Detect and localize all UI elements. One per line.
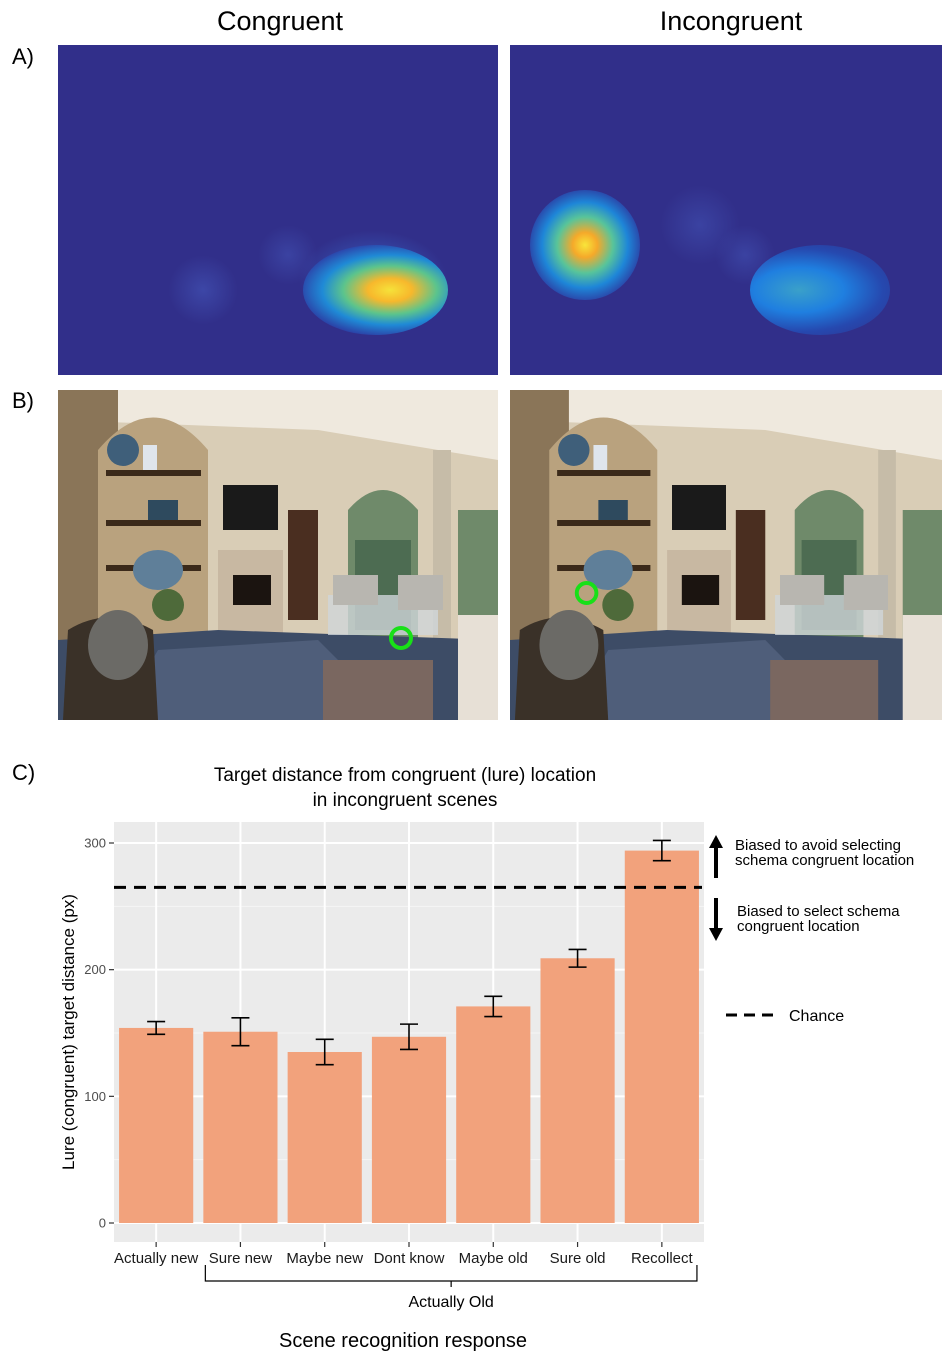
y-tick-label: 300 [84, 836, 106, 851]
error-bar [568, 948, 587, 968]
x-tick-label: Actually new [114, 1250, 198, 1267]
x-tick-label: Sure new [209, 1250, 273, 1267]
bar [540, 958, 615, 1223]
chart-title-line-2: in incongruent scenes [312, 790, 498, 811]
room-illustration [510, 390, 942, 720]
legend-chance-label: Chance [789, 1008, 844, 1025]
target-location-marker [574, 581, 599, 605]
arrow-up-icon [709, 835, 723, 878]
x-axis-label: Scene recognition response [279, 1330, 527, 1352]
heatmap-congruent [58, 45, 498, 375]
bar [456, 1006, 531, 1223]
arrow-down-icon [709, 898, 723, 941]
error-bar [400, 1023, 418, 1051]
y-tick-label: 100 [84, 1089, 106, 1104]
legend: Chance [726, 1008, 844, 1025]
x-tick-label: Maybe new [286, 1250, 363, 1267]
panel-label-b: B) [12, 388, 34, 413]
group-label: Actually Old [408, 1294, 493, 1311]
error-bar [652, 839, 671, 862]
annotation-up-line-1: Biased to avoid selecting [735, 837, 901, 854]
x-tick-label: Sure old [550, 1250, 606, 1267]
bar-chart: 0 100 200 300 Actually new Sure new Maybe new… [59, 822, 914, 1352]
annotation-up-line-2: schema congruent location [735, 852, 914, 869]
bar [287, 1052, 362, 1223]
chart-title: Target distance from congruent (lure) lo… [95, 763, 715, 813]
target-location-marker [389, 626, 413, 650]
x-tick-label: Dont know [374, 1250, 445, 1267]
bar [203, 1031, 278, 1223]
y-tick-label: 200 [84, 962, 106, 977]
heatmap-incongruent [510, 45, 942, 375]
error-bar [147, 1020, 166, 1036]
error-bar [231, 1017, 250, 1047]
scene-image-incongruent [510, 390, 942, 720]
scene-image-congruent [58, 390, 498, 720]
y-axis-label: Lure (congruent) target distance (px) [59, 894, 78, 1170]
x-tick-label: Recollect [631, 1250, 694, 1267]
annotation-down-line-2: congruent location [737, 918, 860, 935]
room-illustration [58, 390, 498, 720]
panel-label-c: C) [12, 760, 36, 785]
y-tick-label: 0 [99, 1216, 106, 1231]
error-bar [315, 1038, 334, 1066]
panel-label-a: A) [12, 44, 34, 69]
chart-title-line-1: Target distance from congruent (lure) lo… [213, 765, 597, 786]
bar [119, 1027, 194, 1223]
column-title-incongruent: Incongruent [659, 6, 803, 36]
annotation-down-line-1: Biased to select schema [737, 903, 900, 920]
x-tick-label: Maybe old [459, 1250, 528, 1267]
error-bar [484, 995, 503, 1018]
column-title-congruent: Congruent [216, 6, 344, 36]
actually-old-bracket: Actually Old [204, 1265, 698, 1311]
bar [371, 1036, 447, 1223]
bar [624, 850, 699, 1223]
